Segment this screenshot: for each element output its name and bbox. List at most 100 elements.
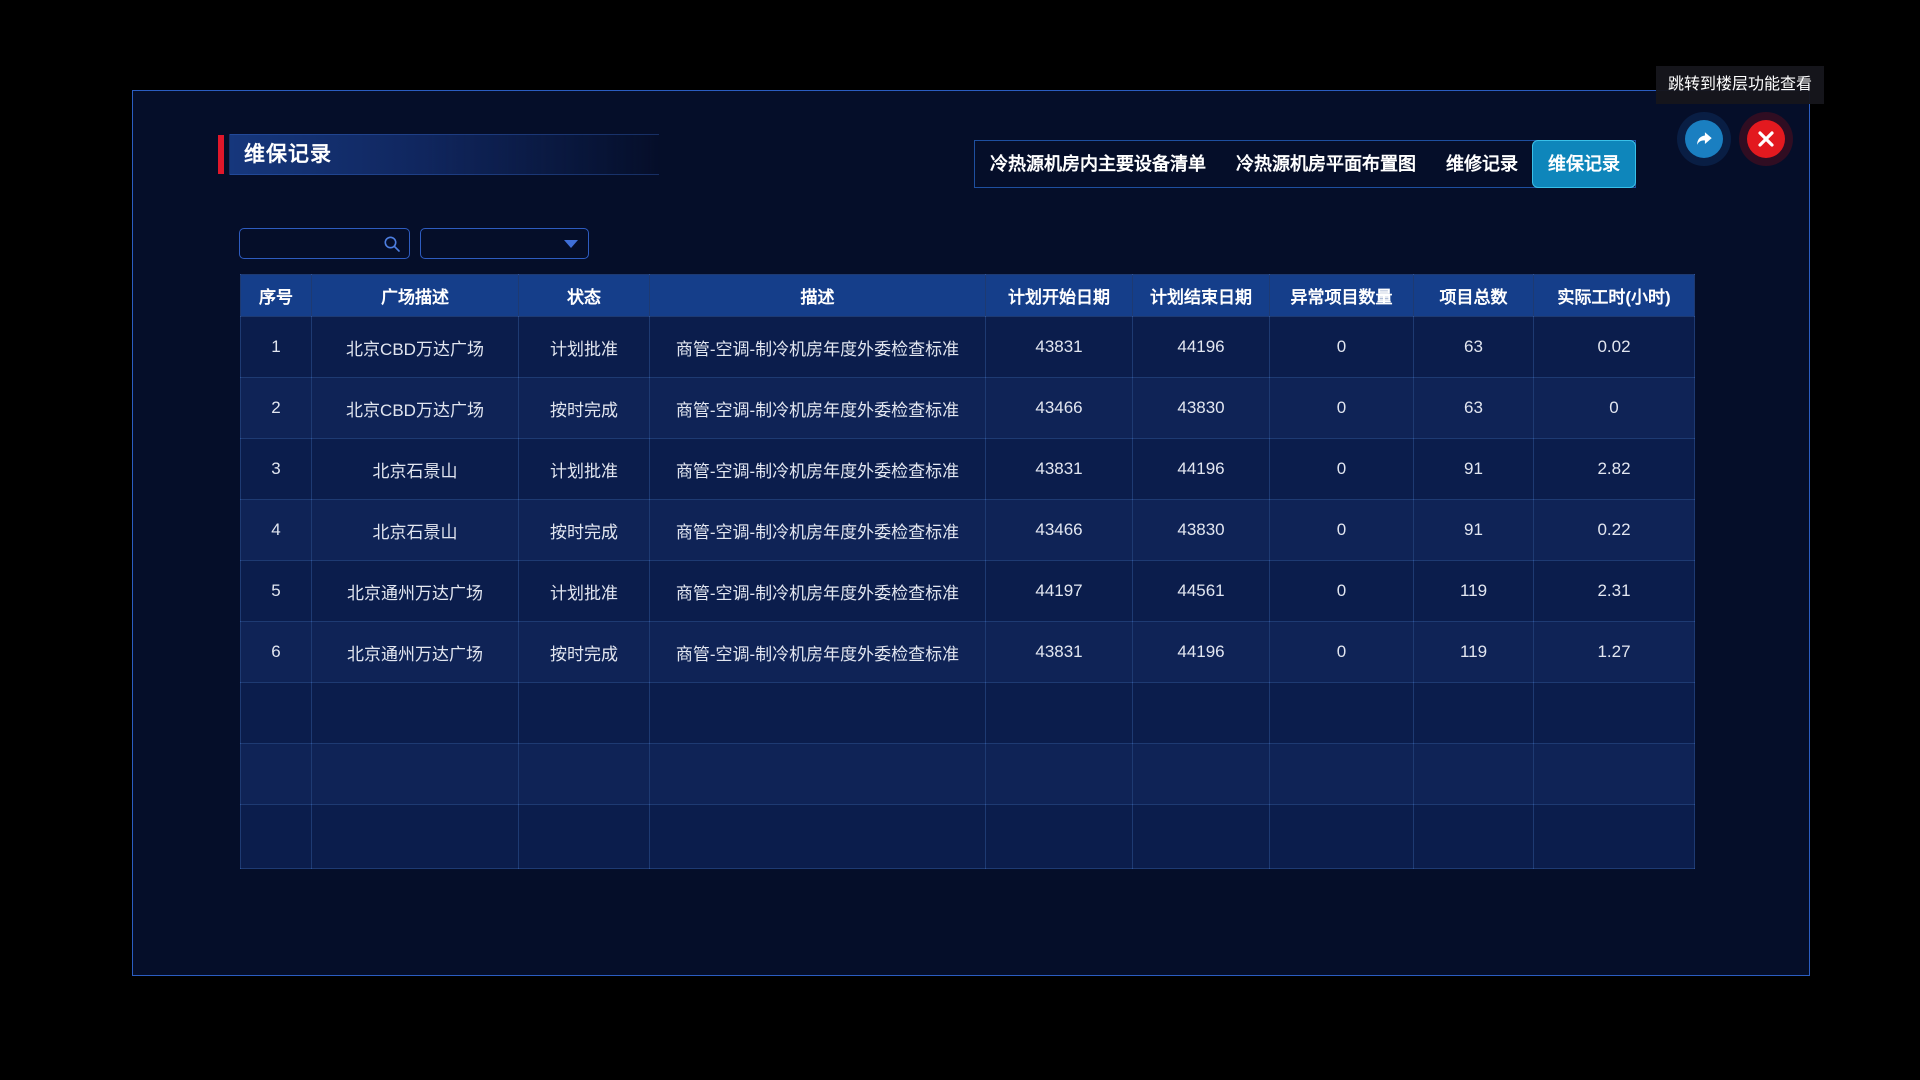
filter-select[interactable] xyxy=(420,228,589,259)
search-icon[interactable] xyxy=(383,235,401,253)
table-cell: 1 xyxy=(240,316,312,378)
table-cell: 63 xyxy=(1413,377,1534,439)
table-cell xyxy=(1413,743,1534,805)
table-cell: 0 xyxy=(1269,621,1414,683)
table-cell xyxy=(240,682,312,744)
table-cell: 北京通州万达广场 xyxy=(311,621,519,683)
table-cell: 2 xyxy=(240,377,312,439)
table-row[interactable]: 2 北京CBD万达广场 按时完成 商管-空调-制冷机房年度外委检查标准 43466 438… xyxy=(240,377,1695,439)
tab-bar: 冷热源机房内主要设备清单 冷热源机房平面布置图 维修记录 维保记录 xyxy=(974,140,1636,188)
table-cell: 43466 xyxy=(985,377,1133,439)
table-cell: 0 xyxy=(1269,560,1414,622)
table-cell: 4 xyxy=(240,499,312,561)
table-cell xyxy=(985,743,1133,805)
table-cell: 43830 xyxy=(1132,377,1270,439)
table-cell: 0 xyxy=(1269,499,1414,561)
table-cell xyxy=(518,682,650,744)
table-cell: 计划批准 xyxy=(518,560,650,622)
empty-table-row xyxy=(240,743,1695,805)
table-cell: 2.82 xyxy=(1533,438,1695,500)
table-cell: 44196 xyxy=(1132,438,1270,500)
title-accent-bar xyxy=(218,135,224,174)
column-header: 序号 xyxy=(240,274,312,317)
table-cell: 按时完成 xyxy=(518,499,650,561)
maintenance-records-panel: 维保记录 冷热源机房内主要设备清单 冷热源机房平面布置图 维修记录 维保记录 xyxy=(132,90,1810,976)
floor-jump-tooltip: 跳转到楼层功能查看 xyxy=(1656,66,1825,104)
table-cell xyxy=(518,804,650,869)
table-row[interactable]: 4 北京石景山 按时完成 商管-空调-制冷机房年度外委检查标准 43466 43830 0 9… xyxy=(240,499,1695,561)
search-field xyxy=(239,228,410,259)
table-cell: 43466 xyxy=(985,499,1133,561)
table-header: 序号 广场描述 状态 描述 计划开始日期 计划结束日期 异常项目数量 项目总数 实际工时(小时) xyxy=(240,274,1695,317)
table-cell xyxy=(1533,743,1695,805)
table-body: 1 北京CBD万达广场 计划批准 商管-空调-制冷机房年度外委检查标准 43831 441… xyxy=(240,316,1695,869)
table-cell: 119 xyxy=(1413,621,1534,683)
table-cell: 北京石景山 xyxy=(311,499,519,561)
column-header: 异常项目数量 xyxy=(1269,274,1414,317)
table-cell xyxy=(240,804,312,869)
table-cell: 44196 xyxy=(1132,316,1270,378)
column-header: 计划结束日期 xyxy=(1132,274,1270,317)
table-cell: 北京CBD万达广场 xyxy=(311,316,519,378)
tab-maintenance-records[interactable]: 维保记录 xyxy=(1532,140,1636,188)
tab-floor-plan[interactable]: 冷热源机房平面布置图 xyxy=(1236,154,1416,174)
table-cell xyxy=(1132,682,1270,744)
table-cell xyxy=(1413,682,1534,744)
table-cell: 按时完成 xyxy=(518,621,650,683)
table-row[interactable]: 6 北京通州万达广场 按时完成 商管-空调-制冷机房年度外委检查标准 43831 4419… xyxy=(240,621,1695,683)
jump-to-floor-button[interactable] xyxy=(1685,120,1723,158)
table-cell xyxy=(985,682,1133,744)
table-row[interactable]: 1 北京CBD万达广场 计划批准 商管-空调-制冷机房年度外委检查标准 43831 441… xyxy=(240,316,1695,378)
table-cell: 91 xyxy=(1413,438,1534,500)
table-cell xyxy=(1132,743,1270,805)
table-cell: 商管-空调-制冷机房年度外委检查标准 xyxy=(649,377,986,439)
table-cell: 商管-空调-制冷机房年度外委检查标准 xyxy=(649,316,986,378)
panel-title: 维保记录 xyxy=(244,143,332,166)
table-cell: 商管-空调-制冷机房年度外委检查标准 xyxy=(649,438,986,500)
table-cell: 北京CBD万达广场 xyxy=(311,377,519,439)
table-cell: 按时完成 xyxy=(518,377,650,439)
table-cell: 3 xyxy=(240,438,312,500)
table-cell: 北京通州万达广场 xyxy=(311,560,519,622)
maintenance-table: 序号 广场描述 状态 描述 计划开始日期 计划结束日期 异常项目数量 项目总数 实际工时(小时)… xyxy=(240,274,1695,869)
table-cell: 43830 xyxy=(1132,499,1270,561)
table-cell xyxy=(1413,804,1534,869)
table-cell: 44197 xyxy=(985,560,1133,622)
table-cell xyxy=(311,682,519,744)
table-cell: 63 xyxy=(1413,316,1534,378)
share-arrow-icon xyxy=(1693,128,1715,150)
column-header: 状态 xyxy=(518,274,650,317)
column-header: 广场描述 xyxy=(311,274,519,317)
table-cell xyxy=(1533,804,1695,869)
table-cell: 0 xyxy=(1269,316,1414,378)
tab-equipment-list[interactable]: 冷热源机房内主要设备清单 xyxy=(990,154,1206,174)
caret-down-icon xyxy=(564,239,578,248)
table-row[interactable]: 5 北京通州万达广场 计划批准 商管-空调-制冷机房年度外委检查标准 44197 4456… xyxy=(240,560,1695,622)
table-cell: 商管-空调-制冷机房年度外委检查标准 xyxy=(649,560,986,622)
table-cell xyxy=(1132,804,1270,869)
close-button[interactable] xyxy=(1747,120,1785,158)
table-cell: 6 xyxy=(240,621,312,683)
table-cell xyxy=(1269,682,1414,744)
table-cell: 5 xyxy=(240,560,312,622)
table-cell xyxy=(985,804,1133,869)
table-cell xyxy=(649,743,986,805)
column-header: 实际工时(小时) xyxy=(1533,274,1695,317)
column-header: 项目总数 xyxy=(1413,274,1534,317)
table-cell: 44561 xyxy=(1132,560,1270,622)
table-cell: 44196 xyxy=(1132,621,1270,683)
tab-repair-records[interactable]: 维修记录 xyxy=(1446,154,1518,174)
table-cell xyxy=(240,743,312,805)
table-cell xyxy=(518,743,650,805)
table-cell: 91 xyxy=(1413,499,1534,561)
table-cell xyxy=(649,682,986,744)
search-input[interactable] xyxy=(240,229,383,258)
table-cell: 0 xyxy=(1269,438,1414,500)
table-cell: 2.31 xyxy=(1533,560,1695,622)
table-row[interactable]: 3 北京石景山 计划批准 商管-空调-制冷机房年度外委检查标准 43831 44196 0 9… xyxy=(240,438,1695,500)
table-cell: 计划批准 xyxy=(518,316,650,378)
table-cell xyxy=(1269,743,1414,805)
table-cell: 0 xyxy=(1269,377,1414,439)
table-cell: 43831 xyxy=(985,438,1133,500)
